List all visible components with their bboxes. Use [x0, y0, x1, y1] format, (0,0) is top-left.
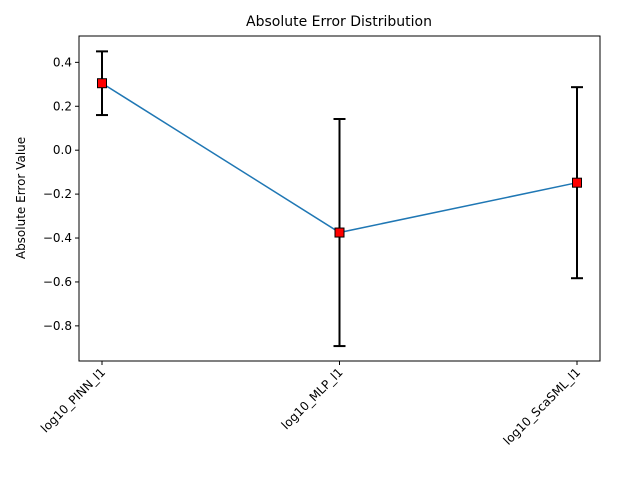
y-tick-label: 0.2 [53, 99, 72, 113]
x-tick-label: log10_ScaSML_l1 [501, 365, 584, 448]
y-tick-label: −0.4 [43, 231, 72, 245]
y-tick-label: 0.0 [53, 143, 72, 157]
y-tick-label: 0.4 [53, 55, 72, 69]
y-tick-label: −0.6 [43, 275, 72, 289]
data-point-marker [572, 177, 582, 188]
data-point-marker [334, 227, 345, 238]
x-tick-label: log10_MLP_l1 [279, 365, 346, 432]
chart-title: Absolute Error Distribution [246, 14, 432, 30]
y-tick-label: −0.8 [43, 319, 72, 333]
data-point-marker [97, 78, 107, 89]
y-axis-label: Absolute Error Value [14, 137, 28, 259]
y-tick-label: −0.2 [43, 187, 72, 201]
x-tick-label: log10_PINN_l1 [38, 365, 108, 435]
plot-area: 0.4 0.2 0.0 −0.2 −0.4 −0.6 −0.8 log10_PINN_l1 lo… [38, 35, 601, 448]
